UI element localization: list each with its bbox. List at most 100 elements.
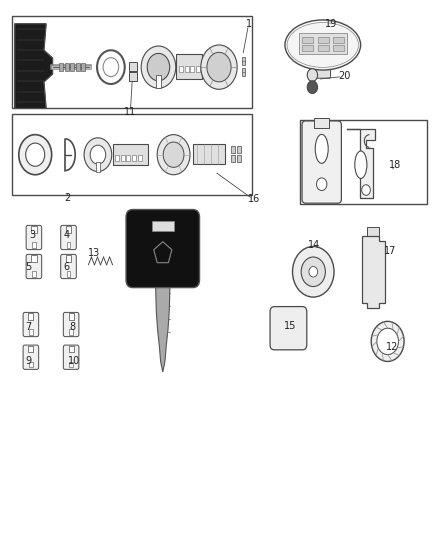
Circle shape bbox=[307, 81, 318, 93]
Bar bbox=[121, 155, 125, 161]
Circle shape bbox=[317, 178, 327, 191]
Text: 16: 16 bbox=[247, 194, 260, 204]
Bar bbox=[231, 155, 235, 162]
Text: 18: 18 bbox=[389, 160, 402, 170]
Text: 20: 20 bbox=[338, 70, 350, 80]
Bar bbox=[191, 66, 194, 72]
Bar bbox=[156, 75, 161, 88]
Circle shape bbox=[163, 142, 184, 167]
Text: 19: 19 bbox=[325, 19, 338, 29]
Bar bbox=[318, 45, 329, 51]
Bar bbox=[28, 346, 33, 352]
Bar bbox=[70, 63, 74, 71]
Circle shape bbox=[90, 145, 106, 164]
Bar bbox=[68, 313, 74, 320]
Text: 15: 15 bbox=[284, 320, 297, 330]
Circle shape bbox=[207, 52, 231, 82]
Circle shape bbox=[293, 246, 334, 297]
Bar bbox=[65, 63, 68, 71]
Bar bbox=[132, 155, 136, 161]
Bar bbox=[32, 255, 36, 262]
Bar bbox=[127, 155, 131, 161]
Bar bbox=[333, 45, 344, 51]
Bar bbox=[242, 57, 245, 65]
FancyBboxPatch shape bbox=[26, 254, 42, 279]
FancyBboxPatch shape bbox=[23, 345, 39, 369]
Bar bbox=[59, 63, 63, 71]
Bar bbox=[12, 114, 252, 195]
Polygon shape bbox=[346, 130, 374, 198]
FancyBboxPatch shape bbox=[61, 254, 76, 279]
Bar bbox=[302, 37, 313, 43]
Circle shape bbox=[309, 266, 318, 277]
Bar bbox=[196, 66, 200, 72]
Circle shape bbox=[157, 135, 190, 175]
Circle shape bbox=[84, 138, 112, 172]
Bar bbox=[130, 62, 137, 71]
Bar bbox=[113, 143, 148, 165]
Bar bbox=[115, 155, 119, 161]
Circle shape bbox=[301, 257, 325, 287]
FancyBboxPatch shape bbox=[315, 66, 331, 78]
Bar bbox=[237, 155, 240, 162]
Bar bbox=[152, 221, 173, 231]
FancyBboxPatch shape bbox=[126, 209, 200, 288]
Circle shape bbox=[371, 321, 404, 361]
Bar bbox=[12, 16, 252, 108]
Bar bbox=[300, 120, 427, 204]
Text: 6: 6 bbox=[64, 262, 70, 271]
Bar bbox=[231, 146, 235, 152]
Bar bbox=[314, 118, 329, 128]
Circle shape bbox=[362, 185, 371, 195]
FancyBboxPatch shape bbox=[64, 312, 79, 337]
Bar bbox=[76, 63, 80, 71]
Text: 17: 17 bbox=[384, 246, 396, 256]
FancyBboxPatch shape bbox=[270, 306, 307, 350]
Text: 11: 11 bbox=[124, 107, 137, 117]
Bar bbox=[367, 227, 379, 238]
Circle shape bbox=[377, 328, 399, 354]
Bar bbox=[138, 155, 141, 161]
Bar bbox=[66, 255, 71, 262]
Bar bbox=[28, 313, 33, 320]
Bar bbox=[193, 144, 226, 164]
Polygon shape bbox=[155, 280, 170, 372]
FancyBboxPatch shape bbox=[64, 345, 79, 369]
Text: 3: 3 bbox=[29, 230, 35, 240]
Circle shape bbox=[141, 46, 176, 88]
Text: 14: 14 bbox=[308, 240, 320, 251]
FancyBboxPatch shape bbox=[23, 312, 39, 337]
Bar bbox=[130, 72, 137, 81]
Bar bbox=[299, 34, 346, 54]
Bar bbox=[68, 346, 74, 352]
Bar bbox=[176, 54, 202, 79]
Bar bbox=[69, 329, 73, 335]
Text: 1: 1 bbox=[246, 19, 252, 29]
Bar bbox=[32, 271, 35, 277]
Bar bbox=[66, 227, 71, 233]
Bar bbox=[69, 362, 73, 367]
Text: 4: 4 bbox=[64, 230, 70, 240]
FancyBboxPatch shape bbox=[26, 225, 42, 249]
Bar bbox=[302, 45, 313, 51]
Bar bbox=[32, 242, 35, 247]
Text: 8: 8 bbox=[69, 322, 75, 332]
Text: 10: 10 bbox=[68, 357, 80, 367]
Circle shape bbox=[147, 53, 170, 81]
Circle shape bbox=[201, 45, 237, 90]
Ellipse shape bbox=[285, 20, 360, 70]
FancyBboxPatch shape bbox=[61, 225, 76, 249]
Bar bbox=[29, 362, 32, 367]
Text: 2: 2 bbox=[64, 193, 71, 203]
Circle shape bbox=[26, 143, 45, 166]
Text: 13: 13 bbox=[88, 248, 100, 259]
Ellipse shape bbox=[315, 134, 328, 164]
Bar bbox=[96, 162, 100, 172]
Bar bbox=[179, 66, 183, 72]
Bar bbox=[237, 146, 240, 152]
Circle shape bbox=[307, 69, 318, 82]
Bar bbox=[81, 63, 85, 71]
Bar bbox=[29, 329, 32, 335]
Circle shape bbox=[367, 288, 380, 305]
Text: 12: 12 bbox=[386, 342, 398, 352]
